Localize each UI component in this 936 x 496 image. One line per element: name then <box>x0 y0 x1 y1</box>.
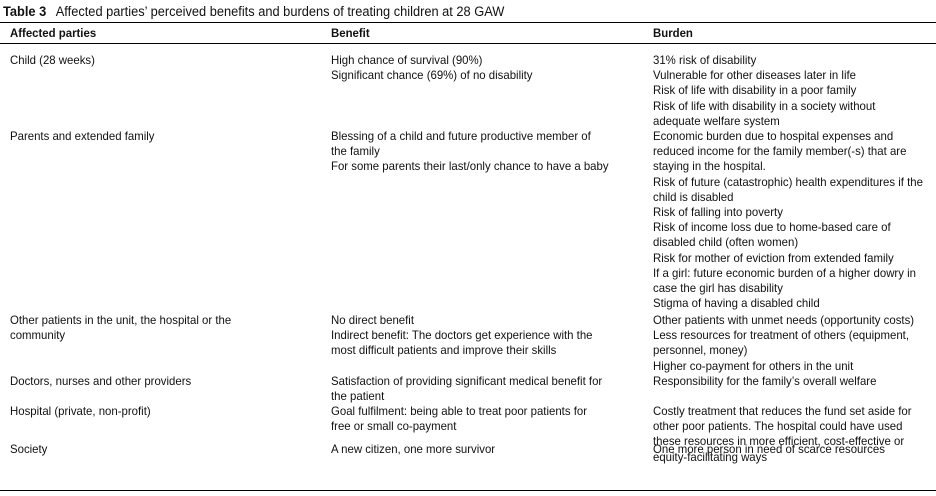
cell-affected-party: Parents and extended family <box>10 129 310 144</box>
table-caption: Table 3 Affected parties’ perceived benef… <box>3 3 504 20</box>
cell-text-line: Risk for mother of eviction from extende… <box>653 250 894 265</box>
cell-text-line: Other patients in the unit, the hospital… <box>10 313 232 327</box>
cell-benefit: Satisfaction of providing significant me… <box>331 374 631 404</box>
cell-text-line: case the girl has disability <box>653 281 783 296</box>
cell-text-line: Society <box>10 442 48 456</box>
cell-text-line: Risk of life with disability in a societ… <box>653 98 876 113</box>
top-rule <box>0 22 936 23</box>
cell-text-line: Responsibility for the family’s overall … <box>653 374 877 388</box>
cell-text-line: Risk of falling into poverty <box>653 205 783 220</box>
cell-affected-party: Other patients in the unit, the hospital… <box>10 313 310 343</box>
cell-text-line: One more person in need of scarce resour… <box>653 442 885 456</box>
bottom-rule <box>0 490 936 491</box>
cell-text-line: Significant chance (69%) of no disabilit… <box>331 68 533 83</box>
cell-text-line: Child (28 weeks) <box>10 53 95 67</box>
cell-burden: Costly treatment that reduces the fund s… <box>653 404 936 465</box>
cell-text-line: these resources in more efficient, cost-… <box>653 434 905 449</box>
cell-affected-party: Doctors, nurses and other providers <box>10 374 310 389</box>
cell-text-line: Stigma of having a disabled child <box>653 296 820 311</box>
header-burden: Burden <box>653 26 693 40</box>
cell-burden: Other patients with unmet needs (opportu… <box>653 313 936 374</box>
cell-text-line: If a girl: future economic burden of a h… <box>653 265 916 280</box>
cell-text-line: Other patients with unmet needs (opportu… <box>653 313 915 327</box>
cell-text-line: A new citizen, one more survivor <box>331 442 496 456</box>
cell-text-line: Blessing of a child and future productiv… <box>331 129 591 143</box>
cell-text-line: Satisfaction of providing significant me… <box>331 374 603 388</box>
cell-benefit: Goal fulfilment: being able to treat poo… <box>331 404 631 434</box>
cell-text-line: adequate welfare system <box>653 113 780 128</box>
cell-affected-party: Child (28 weeks) <box>10 53 310 68</box>
cell-benefit: Blessing of a child and future productiv… <box>331 129 631 175</box>
cell-text-line: child is disabled <box>653 189 734 204</box>
table-header: Affected parties Benefit Burden <box>0 25 936 42</box>
cell-text-line: staying in the hospital. <box>653 159 766 174</box>
cell-text-line: free or small co-payment <box>331 419 457 434</box>
cell-affected-party: Hospital (private, non-profit) <box>10 404 310 419</box>
cell-text-line: personnel, money) <box>653 343 748 358</box>
cell-burden: One more person in need of scarce resour… <box>653 442 936 457</box>
cell-text-line: Indirect benefit: The doctors get experi… <box>331 328 593 343</box>
cell-benefit: A new citizen, one more survivor <box>331 442 631 457</box>
cell-burden: Economic burden due to hospital expenses… <box>653 129 936 311</box>
cell-burden: Responsibility for the family’s overall … <box>653 374 936 389</box>
cell-text-line: 31% risk of disability <box>653 53 757 67</box>
cell-text-line: High chance of survival (90%) <box>331 53 483 67</box>
cell-text-line: the family <box>331 144 380 159</box>
cell-text-line: Risk of income loss due to home-based ca… <box>653 220 891 235</box>
cell-text-line: community <box>10 328 66 343</box>
cell-text-line: Goal fulfilment: being able to treat poo… <box>331 404 588 418</box>
cell-text-line: Parents and extended family <box>10 129 155 143</box>
cell-text-line: Economic burden due to hospital expenses… <box>653 129 894 143</box>
cell-benefit: No direct benefit Indirect benefit: The d… <box>331 313 631 359</box>
header-affected-parties: Affected parties <box>10 26 97 40</box>
cell-benefit: High chance of survival (90%) Significant… <box>331 53 631 83</box>
cell-text-line: other poor patients. The hospital could … <box>653 419 903 434</box>
cell-text-line: the patient <box>331 389 385 404</box>
table-number: Table 3 <box>3 4 47 19</box>
cell-burden: 31% risk of disability Vulnerable for oth… <box>653 53 936 129</box>
cell-text-line: Higher co-payment for others in the unit <box>653 358 854 373</box>
cell-text-line: Vulnerable for other diseases later in l… <box>653 68 857 83</box>
cell-text-line: Risk of future (catastrophic) health exp… <box>653 174 923 189</box>
header-rule <box>0 43 936 44</box>
cell-affected-party: Society <box>10 442 310 457</box>
cell-text-line: Risk of life with disability in a poor f… <box>653 83 857 98</box>
cell-text-line: Doctors, nurses and other providers <box>10 374 192 388</box>
cell-text-line: Less resources for treatment of others (… <box>653 328 909 343</box>
cell-text-line: Costly treatment that reduces the fund s… <box>653 404 912 418</box>
cell-text-line: Hospital (private, non-profit) <box>10 404 151 418</box>
cell-text-line: equity-facilitating ways <box>653 449 768 464</box>
cell-text-line: most difficult patients and improve thei… <box>331 343 557 358</box>
cell-text-line: No direct benefit <box>331 313 415 327</box>
header-benefit: Benefit <box>331 26 370 40</box>
cell-text-line: disabled child (often women) <box>653 235 799 250</box>
cell-text-line: reduced income for the family member(-s)… <box>653 144 907 159</box>
table-title: Affected parties’ perceived benefits and… <box>55 4 505 19</box>
cell-text-line: For some parents their last/only chance … <box>331 159 609 174</box>
